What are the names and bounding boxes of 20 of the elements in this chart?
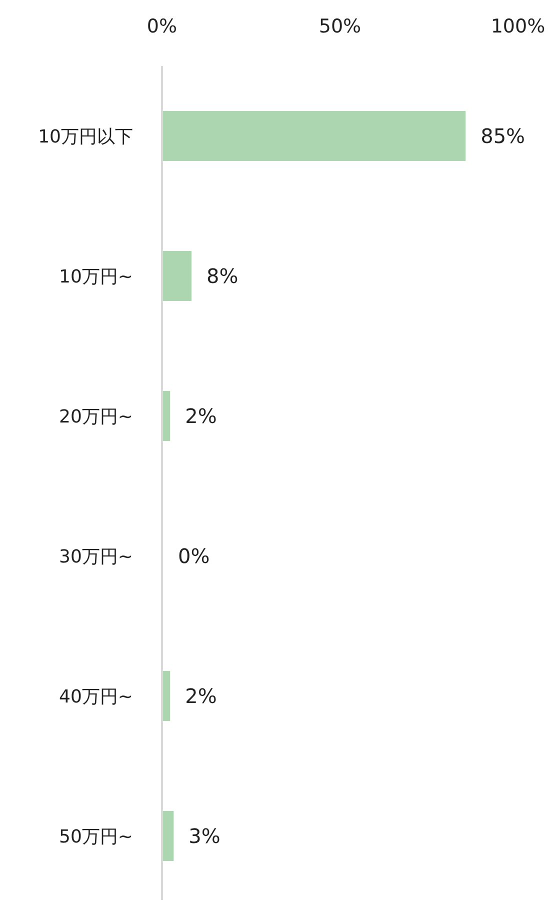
data-label: 85%: [480, 124, 526, 148]
data-label: 2%: [185, 684, 217, 708]
x-tick-label: 100%: [490, 16, 546, 38]
data-label: 0%: [178, 544, 210, 568]
y-tick-label: 50万円~: [59, 826, 133, 848]
bar: [163, 251, 192, 301]
bar: [163, 111, 466, 161]
bar: [163, 671, 170, 721]
y-tick-label: 10万円以下: [38, 126, 133, 148]
data-label: 3%: [188, 824, 220, 848]
y-tick-label: 20万円~: [59, 406, 133, 428]
data-label: 8%: [206, 264, 238, 288]
bar: [163, 811, 174, 861]
x-tick-label: 0%: [146, 16, 178, 38]
y-tick-label: 40万円~: [59, 686, 133, 708]
y-tick-label: 10万円~: [59, 266, 133, 288]
bar: [163, 391, 170, 441]
x-tick-label: 50%: [318, 16, 362, 38]
data-label: 2%: [185, 404, 217, 428]
y-tick-label: 30万円~: [59, 546, 133, 568]
